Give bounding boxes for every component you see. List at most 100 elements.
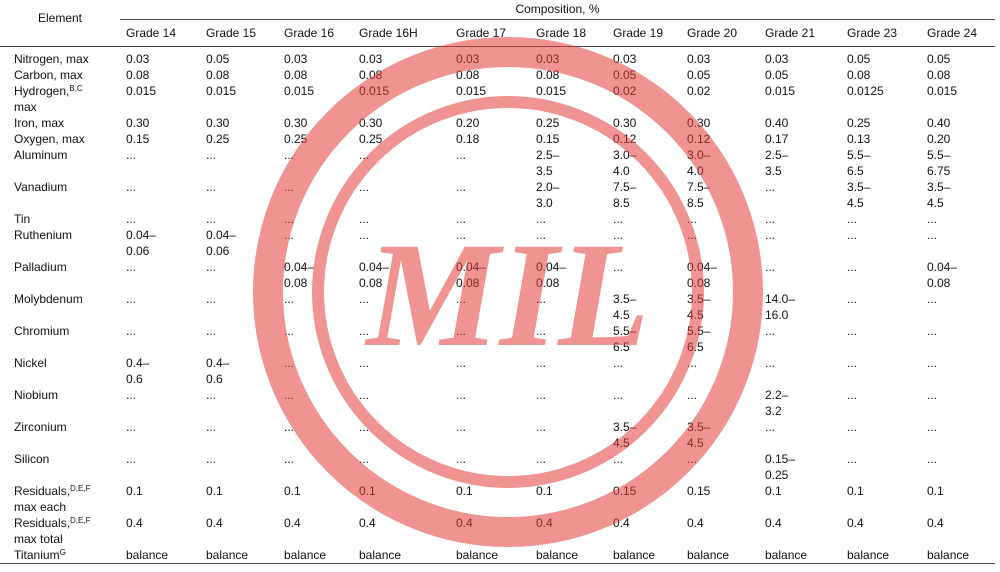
value: 0.17 bbox=[765, 132, 789, 146]
value: 3.5–4.5 bbox=[613, 292, 637, 322]
value: 0.015 bbox=[126, 84, 157, 98]
value: ... bbox=[687, 452, 698, 466]
value: ... bbox=[359, 356, 370, 370]
value-cell: ... bbox=[353, 291, 450, 323]
element-name: Niobium bbox=[14, 388, 59, 402]
value-cell: 0.04–0.06 bbox=[200, 227, 278, 259]
value: 0.04–0.08 bbox=[284, 260, 315, 290]
value-cell: ... bbox=[278, 291, 353, 323]
value: 0.015 bbox=[765, 84, 796, 98]
value: ... bbox=[284, 452, 295, 466]
value: ... bbox=[613, 212, 624, 226]
value-cell: ... bbox=[921, 227, 995, 259]
value-cell: 0.015 bbox=[278, 83, 353, 115]
value-cell: ... bbox=[120, 259, 200, 291]
value-cell: 0.015 bbox=[353, 83, 450, 115]
value: 5.5–6.5 bbox=[613, 324, 637, 354]
value: 0.03 bbox=[613, 52, 637, 66]
value: ... bbox=[126, 420, 137, 434]
value-cell: ... bbox=[120, 211, 200, 227]
value: ... bbox=[687, 356, 698, 370]
value: 0.30 bbox=[359, 116, 383, 130]
value-cell: 0.04–0.08 bbox=[530, 259, 607, 291]
value-cell: ... bbox=[530, 387, 607, 419]
value-cell: 0.4 bbox=[278, 515, 353, 547]
table-row: Residuals,D,E,F max each 0.1 0.1 0.1 0.1 0.1 0.… bbox=[0, 483, 995, 515]
value: ... bbox=[206, 452, 217, 466]
value-cell: ... bbox=[921, 387, 995, 419]
value: 0.08 bbox=[456, 68, 480, 82]
value: ... bbox=[765, 324, 776, 338]
value: ... bbox=[284, 356, 295, 370]
value-cell: 0.15 bbox=[607, 483, 681, 515]
value: 0.30 bbox=[613, 116, 637, 130]
value: ... bbox=[536, 324, 547, 338]
value: ... bbox=[359, 388, 370, 402]
value: 0.4 bbox=[613, 516, 630, 530]
value-cell: ... bbox=[200, 323, 278, 355]
value: 0.08 bbox=[536, 68, 560, 82]
value-cell: 0.4 bbox=[759, 515, 841, 547]
value-cell: ... bbox=[921, 451, 995, 483]
value: 0.25 bbox=[536, 116, 560, 130]
value-cell: balance bbox=[921, 547, 995, 564]
value: ... bbox=[206, 260, 217, 274]
value: ... bbox=[847, 452, 858, 466]
value: 0.40 bbox=[927, 116, 951, 130]
value-cell: 0.08 bbox=[200, 67, 278, 83]
value-cell: 14.0–16.0 bbox=[759, 291, 841, 323]
value: 0.05 bbox=[847, 52, 871, 66]
value: 0.08 bbox=[927, 68, 951, 82]
value: ... bbox=[126, 260, 137, 274]
value: 0.015 bbox=[359, 84, 390, 98]
value: ... bbox=[126, 148, 137, 162]
element-name: Titanium bbox=[14, 548, 60, 562]
table-row: Niobium........................ 2.2–3.2..… bbox=[0, 387, 995, 419]
value-cell: 5.5–6.5 bbox=[607, 323, 681, 355]
value-cell: ... bbox=[450, 355, 530, 387]
value: 0.4 bbox=[359, 516, 376, 530]
value-cell: 5.5–6.5 bbox=[841, 147, 921, 179]
value-cell: 0.08 bbox=[530, 67, 607, 83]
element-cell: Residuals,D,E,F max total bbox=[0, 515, 120, 547]
value-cell: ... bbox=[921, 419, 995, 451]
value: ... bbox=[927, 292, 938, 306]
value: 0.03 bbox=[126, 52, 150, 66]
element-cell: Hydrogen,B,C max bbox=[0, 83, 120, 115]
value-cell: ... bbox=[200, 291, 278, 323]
value-cell: 0.03 bbox=[681, 47, 759, 68]
value: ... bbox=[359, 180, 370, 194]
value-cell: ... bbox=[120, 419, 200, 451]
value: ... bbox=[359, 148, 370, 162]
value: 0.03 bbox=[765, 52, 789, 66]
value-cell: 3.5–4.5 bbox=[607, 291, 681, 323]
value-cell: 0.04–0.08 bbox=[353, 259, 450, 291]
value-cell: ... bbox=[841, 291, 921, 323]
table-row: Nickel 0.4–0.6 0.4–0.6....................… bbox=[0, 355, 995, 387]
element-cell: Palladium bbox=[0, 259, 120, 291]
value: 3.0–4.0 bbox=[687, 148, 711, 178]
value-cell: 0.4–0.6 bbox=[120, 355, 200, 387]
value-cell: ... bbox=[200, 211, 278, 227]
value-cell: ... bbox=[450, 211, 530, 227]
value: ... bbox=[847, 420, 858, 434]
element-cell: TitaniumG bbox=[0, 547, 120, 564]
value-cell: 0.1 bbox=[120, 483, 200, 515]
value: 0.1 bbox=[126, 484, 143, 498]
value: 0.0125 bbox=[847, 84, 884, 98]
value: 5.5–6.5 bbox=[687, 324, 711, 354]
value-cell: ... bbox=[278, 387, 353, 419]
value: 0.04–0.06 bbox=[206, 228, 237, 258]
value: 0.1 bbox=[536, 484, 553, 498]
value-cell: 0.1 bbox=[353, 483, 450, 515]
value-cell: ... bbox=[450, 323, 530, 355]
table-row: Hydrogen,B,C max 0.015 0.015 0.015 0.015 0.015… bbox=[0, 83, 995, 115]
value-cell: ... bbox=[841, 387, 921, 419]
value-cell: ... bbox=[841, 227, 921, 259]
value-cell: ... bbox=[278, 179, 353, 211]
value-cell: ... bbox=[450, 291, 530, 323]
value-cell: ... bbox=[120, 147, 200, 179]
value-cell: 0.05 bbox=[841, 47, 921, 68]
value: 0.40 bbox=[765, 116, 789, 130]
value-cell: ... bbox=[450, 179, 530, 211]
